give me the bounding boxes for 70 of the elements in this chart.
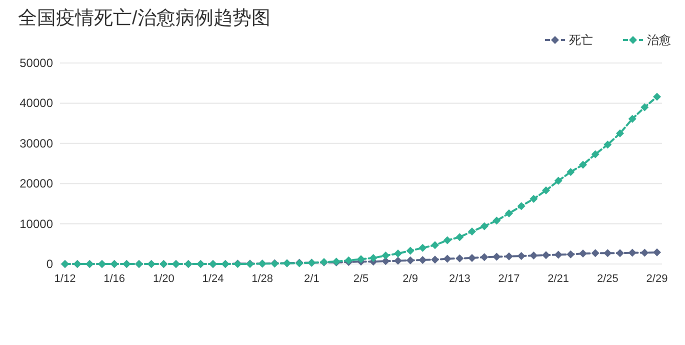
point — [394, 256, 402, 265]
point — [505, 209, 513, 218]
point — [628, 248, 636, 257]
point — [653, 248, 661, 256]
point — [382, 252, 390, 260]
point — [542, 251, 550, 260]
chart-title: 全国疫情死亡/治愈病例趋势图 — [18, 7, 270, 29]
point — [554, 250, 562, 259]
x-tick-label: 2/17 — [498, 273, 520, 285]
point — [566, 250, 575, 258]
point — [456, 233, 464, 242]
point — [542, 186, 550, 194]
x-tick-label: 2/29 — [646, 273, 668, 285]
point — [579, 250, 587, 258]
point — [640, 248, 649, 257]
point — [591, 249, 600, 258]
point — [517, 202, 526, 210]
x-tick-label: 1/24 — [202, 273, 224, 285]
point — [530, 252, 538, 260]
point — [480, 222, 488, 230]
point — [604, 140, 612, 149]
point — [517, 252, 526, 260]
point — [468, 227, 476, 236]
x-tick-label: 2/5 — [353, 273, 369, 285]
point — [579, 160, 587, 169]
point — [431, 256, 439, 264]
point — [394, 250, 402, 258]
x-tick-label: 2/13 — [448, 273, 470, 285]
point — [406, 256, 414, 264]
point — [628, 114, 636, 123]
point — [616, 249, 624, 258]
y-tick-label: 30000 — [20, 136, 54, 150]
point — [492, 252, 501, 261]
point — [418, 256, 427, 264]
x-tick-label: 1/20 — [152, 273, 174, 285]
point — [443, 254, 452, 263]
point — [456, 254, 464, 262]
point — [480, 253, 488, 262]
y-tick-label: 20000 — [20, 176, 54, 191]
y-tick-label: 0 — [46, 257, 54, 271]
point — [616, 129, 624, 138]
x-tick-label: 2/21 — [548, 273, 570, 285]
point — [443, 236, 452, 244]
point — [566, 168, 575, 176]
point — [492, 216, 501, 225]
point — [468, 254, 476, 262]
x-tick-label: 1/16 — [104, 273, 126, 285]
y-tick-label: 50000 — [20, 56, 54, 70]
point — [604, 249, 612, 258]
point — [530, 194, 538, 203]
point — [418, 244, 427, 252]
legend-label: 治愈 — [647, 33, 671, 47]
y-tick-label: 10000 — [20, 216, 54, 231]
point — [591, 150, 600, 158]
x-tick-label: 2/9 — [402, 273, 418, 285]
x-tick-label: 2/25 — [596, 273, 618, 285]
legend-label: 死亡 — [569, 33, 593, 47]
point — [406, 246, 414, 255]
point — [431, 241, 439, 250]
x-tick-label: 1/12 — [54, 273, 76, 285]
point — [505, 252, 513, 260]
point — [357, 255, 365, 264]
x-tick-label: 2/1 — [304, 273, 320, 285]
y-tick-label: 40000 — [20, 96, 54, 110]
point — [640, 103, 649, 112]
point — [554, 176, 562, 185]
point — [382, 257, 390, 266]
point — [369, 254, 378, 262]
point — [653, 92, 661, 101]
x-tick-label: 1/28 — [252, 273, 274, 285]
